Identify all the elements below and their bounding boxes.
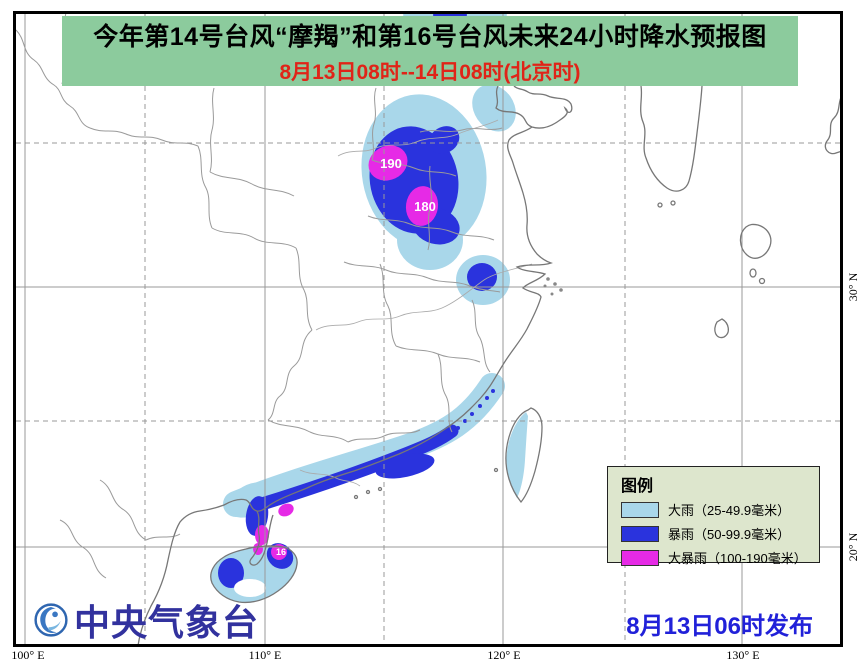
legend-item-label: 大暴雨（100-190毫米） bbox=[668, 551, 807, 566]
y-axis-label-20n: 20° N bbox=[846, 532, 860, 562]
release-time: 8月13日06时发布 bbox=[626, 613, 813, 640]
legend-item-label: 暴雨（50-99.9毫米） bbox=[668, 527, 791, 542]
typhoon-16-label: 16 bbox=[275, 547, 286, 557]
rain-max-label-180: 180 bbox=[414, 199, 436, 214]
x-axis-label-110e: 110° E bbox=[248, 648, 282, 662]
title-banner: 今年第14号台风“摩羯”和第16号台风未来24小时降水预报图 8月13日08时-… bbox=[62, 16, 798, 86]
x-axis-label-120e: 120° E bbox=[487, 648, 521, 662]
hainan-clear-area bbox=[234, 579, 266, 597]
legend-item-rainstorm: 暴雨（50-99.9毫米） bbox=[621, 524, 819, 543]
x-axis-label-100e: 100° E bbox=[11, 648, 45, 662]
coastal-islands bbox=[543, 277, 563, 296]
rainstorm-swatch bbox=[621, 525, 659, 542]
map-title: 今年第14号台风“摩羯”和第16号台风未来24小时降水预报图 bbox=[93, 22, 767, 51]
y-axis-label-30n: 30° N bbox=[846, 272, 860, 302]
cma-logo-icon bbox=[34, 603, 68, 637]
coastlines bbox=[137, 85, 840, 644]
map-subtitle: 8月13日08时--14日08时(北京时) bbox=[279, 60, 581, 84]
rain-max-label-190: 190 bbox=[380, 156, 402, 171]
severe-rainstorm-swatch bbox=[621, 549, 659, 566]
heavy-rain-swatch bbox=[621, 501, 659, 518]
agency-branding: 中央气象台 bbox=[34, 594, 259, 646]
province-boundaries bbox=[16, 14, 503, 579]
precipitation-rainstorm-layer bbox=[218, 14, 497, 588]
legend-item-label: 大雨（25-49.9毫米） bbox=[668, 503, 791, 518]
legend-box: 图例 大雨（25-49.9毫米） 暴雨（50-99.9毫米） 大暴雨（100-1… bbox=[607, 466, 820, 566]
legend-item-severe-rainstorm: 大暴雨（100-190毫米） bbox=[621, 548, 819, 567]
legend-item-heavy-rain: 大雨（25-49.9毫米） bbox=[621, 500, 819, 519]
x-axis-label-130e: 130° E bbox=[726, 648, 760, 662]
agency-name: 中央气象台 bbox=[74, 602, 260, 643]
rivers bbox=[299, 119, 533, 487]
legend-title: 图例 bbox=[621, 478, 654, 495]
